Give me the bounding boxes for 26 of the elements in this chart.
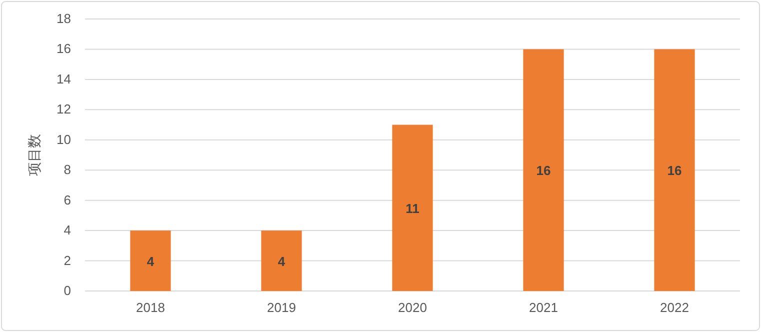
- y-tick-label: 0: [64, 283, 71, 298]
- bar: [130, 230, 171, 291]
- bar: [654, 49, 695, 291]
- data-label: 16: [667, 163, 682, 178]
- y-tick-label: 12: [56, 102, 71, 117]
- bar: [523, 49, 564, 291]
- y-tick-label: 2: [64, 252, 71, 268]
- bar: [261, 230, 302, 291]
- y-tick-label: 14: [56, 71, 71, 86]
- y-tick-label: 18: [56, 11, 71, 26]
- y-axis-title: 项目数: [26, 134, 42, 176]
- x-tick-label: 2021: [529, 300, 558, 315]
- y-tick-label: 16: [56, 41, 71, 56]
- y-tick-label: 10: [56, 132, 71, 147]
- x-tick-label: 2019: [267, 300, 296, 315]
- x-tick-label: 2022: [660, 300, 689, 315]
- x-tick-label: 2020: [398, 300, 427, 315]
- data-label: 11: [406, 200, 420, 216]
- data-label: 16: [536, 163, 551, 178]
- x-tick-label: 2018: [136, 300, 165, 315]
- y-tick-label: 4: [64, 222, 71, 238]
- data-label: 4: [278, 254, 286, 269]
- data-label: 4: [146, 254, 155, 269]
- bar: [392, 124, 433, 291]
- y-tick-label: 8: [64, 162, 71, 178]
- y-tick-label: 6: [64, 192, 71, 208]
